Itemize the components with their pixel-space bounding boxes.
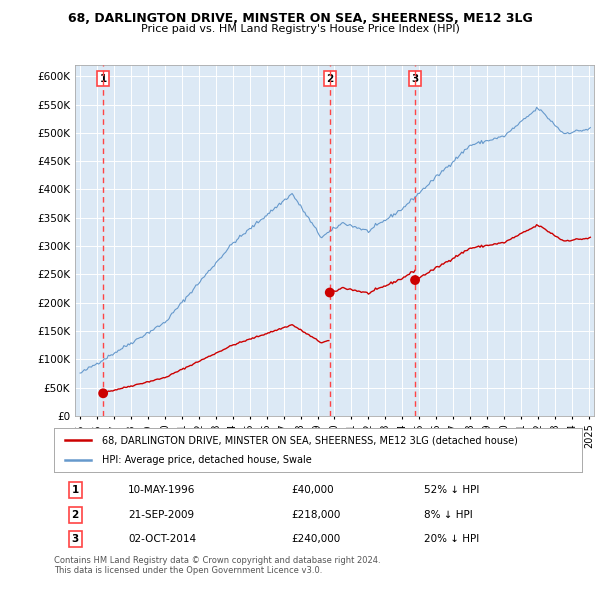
Text: 3: 3 [71,535,79,545]
Text: Contains HM Land Registry data © Crown copyright and database right 2024.
This d: Contains HM Land Registry data © Crown c… [54,556,380,575]
Text: 1: 1 [71,486,79,495]
Text: 2: 2 [326,74,334,84]
Text: Price paid vs. HM Land Registry's House Price Index (HPI): Price paid vs. HM Land Registry's House … [140,24,460,34]
Text: 1: 1 [100,74,107,84]
Text: 68, DARLINGTON DRIVE, MINSTER ON SEA, SHEERNESS, ME12 3LG (detached house): 68, DARLINGTON DRIVE, MINSTER ON SEA, SH… [101,435,517,445]
Text: 68, DARLINGTON DRIVE, MINSTER ON SEA, SHEERNESS, ME12 3LG: 68, DARLINGTON DRIVE, MINSTER ON SEA, SH… [68,12,532,25]
Point [98,389,108,398]
Text: 52% ↓ HPI: 52% ↓ HPI [424,486,479,495]
Text: 8% ↓ HPI: 8% ↓ HPI [424,510,472,520]
Text: 2: 2 [71,510,79,520]
Text: HPI: Average price, detached house, Swale: HPI: Average price, detached house, Swal… [101,455,311,464]
Text: 3: 3 [412,74,419,84]
Text: £240,000: £240,000 [292,535,341,545]
Text: 02-OCT-2014: 02-OCT-2014 [128,535,196,545]
Point [325,288,335,297]
Text: £218,000: £218,000 [292,510,341,520]
Text: 10-MAY-1996: 10-MAY-1996 [128,486,195,495]
Point [410,276,420,285]
Text: £40,000: £40,000 [292,486,334,495]
Text: 21-SEP-2009: 21-SEP-2009 [128,510,194,520]
Text: 20% ↓ HPI: 20% ↓ HPI [424,535,479,545]
